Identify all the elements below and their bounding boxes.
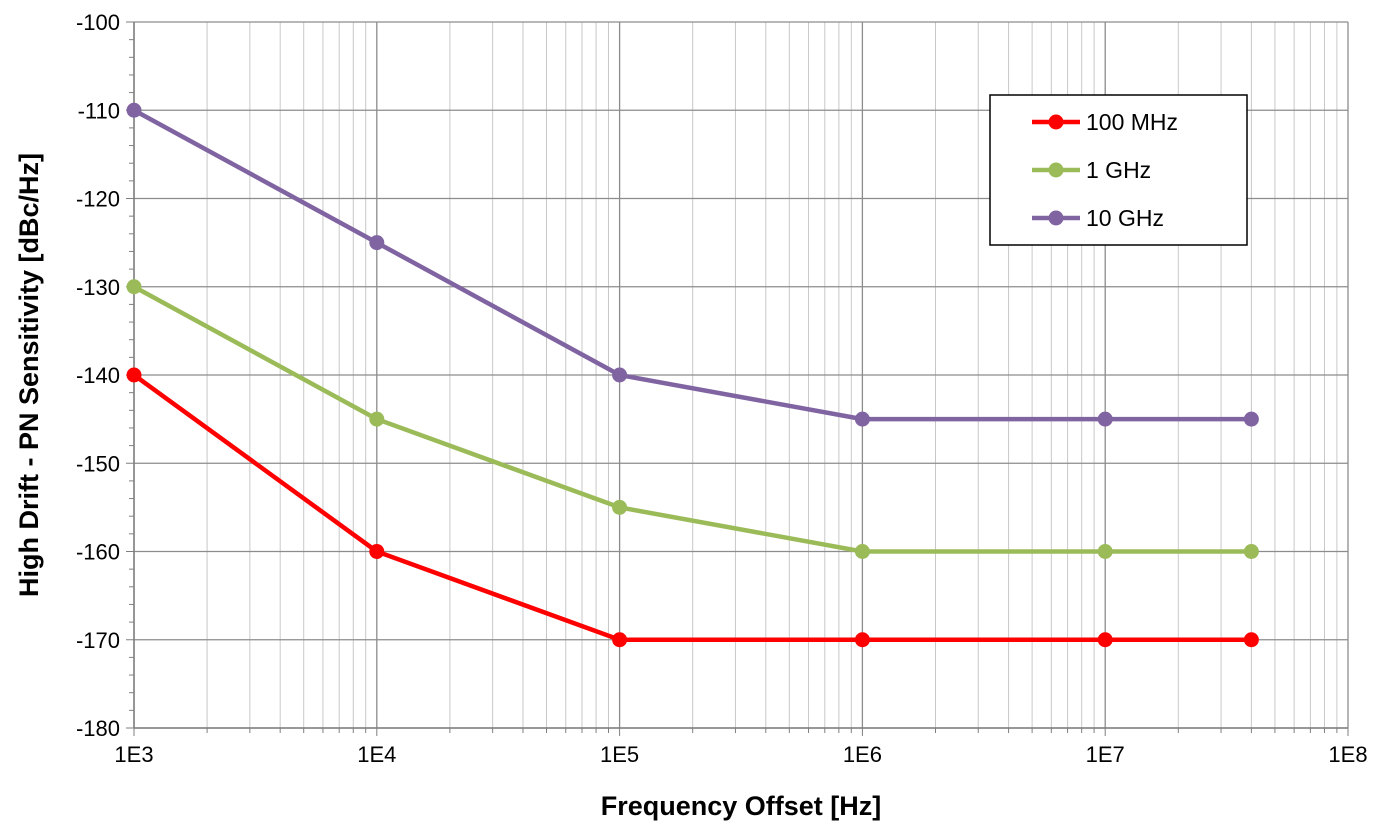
legend-item-1-ghz: 1 GHz [1032, 157, 1151, 183]
y-tick-label: -180 [76, 716, 120, 741]
y-tick-label: -110 [78, 98, 120, 123]
legend-label: 100 MHz [1086, 109, 1178, 135]
data-point-10-ghz [854, 411, 870, 427]
data-point-10-ghz [1097, 411, 1113, 427]
data-point-100-mhz [612, 632, 628, 648]
x-tick-label: 1E6 [843, 742, 882, 767]
y-tick-label: -140 [76, 363, 120, 388]
data-point-1-ghz [126, 279, 142, 295]
data-point-1-ghz [612, 499, 628, 515]
data-point-100-mhz [1097, 632, 1113, 648]
y-tick-label: -150 [76, 451, 120, 476]
data-point-1-ghz [369, 411, 385, 427]
y-axis-title: High Drift - PN Sensitivity [dBc/Hz] [14, 153, 44, 597]
legend-swatch-marker [1048, 210, 1064, 226]
y-tick-label: -160 [76, 540, 120, 565]
legend-item-100-mhz: 100 MHz [1032, 109, 1178, 135]
legend-label: 10 GHz [1086, 205, 1164, 231]
series-layer [126, 102, 1259, 648]
series-100-mhz [126, 367, 1259, 648]
x-tick-label: 1E4 [357, 742, 396, 767]
series-line-100-mhz [132, 373, 1252, 642]
data-point-100-mhz [126, 367, 142, 383]
x-tick-label: 1E3 [114, 742, 153, 767]
data-point-1-ghz [1243, 544, 1259, 559]
y-tick-label: -100 [76, 10, 120, 35]
y-tick-label: -120 [76, 187, 120, 212]
data-point-10-ghz [126, 102, 142, 118]
grid-layer [133, 21, 1349, 729]
y-tick-label: -170 [76, 628, 120, 653]
series-line-10-ghz [132, 108, 1252, 422]
data-point-10-ghz [369, 235, 385, 251]
data-point-1-ghz [1097, 544, 1113, 559]
data-point-10-ghz [612, 367, 628, 383]
x-tick-label: 1E7 [1086, 742, 1125, 767]
series-10-ghz [126, 102, 1259, 427]
data-point-100-mhz [854, 632, 870, 648]
x-tick-label: 1E5 [600, 742, 639, 767]
data-point-100-mhz [1243, 632, 1259, 648]
x-tick-label: 1E8 [1328, 742, 1367, 767]
legend-label: 1 GHz [1086, 157, 1151, 183]
legend-swatch-marker [1048, 162, 1064, 178]
legend-item-10-ghz: 10 GHz [1032, 205, 1164, 231]
data-point-100-mhz [369, 544, 385, 559]
data-point-10-ghz [1243, 411, 1259, 427]
legend-items: 100 MHz 1 GHz 10 GHz [1032, 109, 1178, 231]
series-line-1-ghz [132, 284, 1252, 554]
y-tick-label: -130 [76, 275, 120, 300]
series-1-ghz [126, 279, 1259, 559]
x-axis-title: Frequency Offset [Hz] [601, 791, 882, 821]
legend: 100 MHz 1 GHz 10 GHz [989, 94, 1248, 246]
legend-swatch-marker [1048, 114, 1064, 130]
data-point-1-ghz [854, 544, 870, 559]
